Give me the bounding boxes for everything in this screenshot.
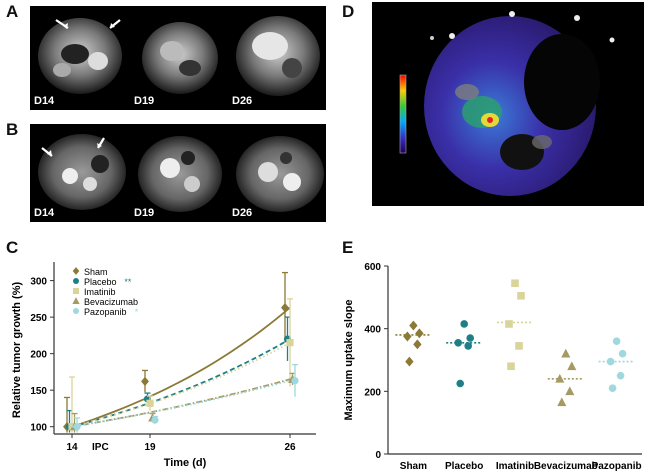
c-y-tick-label: 100 [30, 423, 47, 434]
e-point-pazopanib [606, 357, 615, 366]
e-point-pazopanib [618, 349, 627, 358]
day-label-b-1: D14 [34, 207, 55, 219]
day-label-a-2: D19 [134, 95, 155, 107]
c-legend-signif-pazopanib: * [135, 307, 139, 317]
c-y-tick-label: 150 [30, 386, 47, 397]
e-y-axis-title: Maximum uptake slope [343, 299, 355, 420]
panel-letter-c: C [6, 238, 19, 257]
c-legend-label-placebo: Placebo [84, 277, 117, 287]
c-legend-marker-imatinib [73, 288, 79, 294]
e-y-tick-label: 0 [375, 450, 381, 461]
e-point-bevacizumab [557, 397, 567, 407]
e-y-tick-label: 400 [364, 325, 381, 336]
e-category-label-placebo: Placebo [445, 461, 483, 472]
c-series-line-bevacizumab [71, 378, 291, 428]
c-series-line-sham [71, 306, 291, 428]
c-y-tick-label: 200 [30, 350, 47, 361]
e-point-pazopanib [612, 337, 621, 345]
e-point-sham [405, 356, 414, 367]
e-category-label-sham: Sham [400, 461, 427, 472]
c-point-sham [281, 302, 289, 313]
c-x-tick-label: 26 [284, 442, 296, 453]
c-y-tick-label: 250 [30, 313, 47, 324]
c-legend-marker-bevacizumab [72, 297, 80, 304]
mri-images-b [38, 134, 324, 212]
e-point-imatinib [517, 291, 525, 300]
e-point-pazopanib [616, 371, 625, 380]
e-point-sham [403, 331, 412, 342]
e-point-placebo [466, 334, 474, 342]
e-point-imatinib [505, 320, 513, 328]
day-label-a-1: D14 [34, 95, 55, 107]
panel-letter-e: E [342, 238, 354, 257]
c-series-line-pazopanib [71, 379, 291, 428]
e-point-placebo [464, 342, 472, 350]
day-label-b-2: D19 [134, 207, 155, 219]
c-legend-marker-pazopanib [73, 308, 79, 314]
c-point-pazopanib [291, 377, 299, 385]
c-point-sham [141, 376, 149, 387]
e-point-pazopanib [608, 384, 617, 392]
c-legend-signif-placebo: ** [124, 277, 132, 287]
c-legend-label-bevacizumab: Bevacizumab [84, 297, 138, 307]
e-point-imatinib [507, 362, 515, 371]
e-point-bevacizumab [567, 361, 577, 371]
c-legend-label-pazopanib: Pazopanib [84, 307, 127, 317]
c-x-axis-title: Time (d) [164, 457, 207, 469]
e-category-label-pazopanib: Pazopanib [592, 461, 642, 472]
c-point-imatinib [286, 339, 294, 347]
c-y-axis-title: Relative tumor growth (%) [11, 282, 23, 419]
panel-letter-d: D [342, 2, 355, 21]
c-y-tick-label: 300 [30, 277, 47, 288]
e-point-bevacizumab [561, 348, 571, 358]
c-point-imatinib [146, 399, 154, 407]
c-series-line-placebo [71, 338, 291, 428]
e-point-sham [409, 320, 418, 331]
c-x-ipc-label: IPC [92, 442, 109, 453]
panel-letter-a: A [6, 2, 19, 21]
e-point-placebo [460, 320, 468, 328]
tumor-growth-chart: 100 150 200 250 300 14 19 26 IPC Time (d) Relative… [11, 262, 316, 469]
e-category-label-imatinib: Imatinib [496, 461, 534, 472]
c-legend-label-imatinib: Imatinib [84, 287, 116, 297]
e-point-sham [413, 339, 422, 350]
panel-letter-b: B [6, 120, 19, 139]
day-label-b-3: D26 [232, 207, 253, 219]
e-point-placebo [454, 338, 462, 347]
dce-map-image [399, 11, 615, 196]
e-point-bevacizumab [565, 386, 575, 396]
c-legend-marker-placebo [73, 278, 79, 284]
e-point-imatinib [515, 342, 523, 350]
e-point-placebo [456, 379, 464, 388]
e-point-sham [415, 328, 424, 339]
c-point-pazopanib [151, 416, 159, 424]
e-category-label-bevacizumab: Bevacizumab [534, 461, 598, 472]
c-series-line-imatinib [71, 341, 291, 428]
day-label-a-3: D26 [232, 95, 253, 107]
mri-strip-a: D14 D19 D26 [30, 6, 326, 110]
c-legend-marker-sham [72, 267, 80, 275]
uptake-slope-chart: 0 200 400 600 Maximum uptake slope Sham Placeb… [343, 262, 642, 472]
c-x-tick-label: 19 [144, 442, 156, 453]
c-x-tick-label: 14 [66, 442, 78, 453]
e-y-tick-label: 600 [364, 262, 381, 273]
dce-map [372, 2, 644, 206]
e-point-imatinib [511, 279, 519, 288]
c-legend-label-sham: Sham [84, 267, 108, 277]
c-point-pazopanib [73, 423, 81, 431]
mri-strip-b: D14 D19 D26 [30, 124, 326, 222]
mri-images-a [38, 16, 320, 96]
e-point-bevacizumab [555, 373, 565, 383]
e-y-tick-label: 200 [364, 387, 381, 398]
